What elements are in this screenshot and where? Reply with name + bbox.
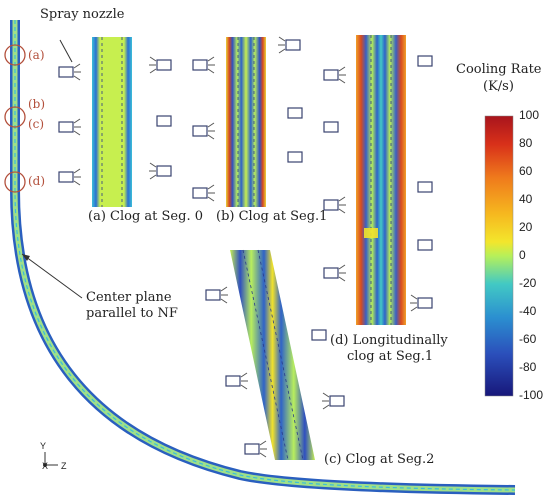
- colorbar-ramp: [484, 115, 514, 397]
- nozzle-icon: [58, 171, 74, 183]
- nozzle-icon: [285, 39, 301, 51]
- nozzle-icon: [287, 151, 303, 163]
- center-plane-label-line1: Center plane: [86, 290, 172, 305]
- colorbar-tick-label: 20: [519, 220, 533, 234]
- colorbar-title-line2: (K/s): [483, 79, 514, 94]
- panel-d-caption-line1: (d) Longitudinally: [330, 333, 448, 348]
- colorbar-tick-label: 100: [519, 108, 540, 122]
- nozzle-icon: [156, 59, 172, 71]
- panel-a-caption: (a) Clog at Seg. 0: [88, 209, 203, 224]
- nozzle-icon: [287, 107, 303, 119]
- spray-nozzle-label: Spray nozzle: [40, 7, 125, 22]
- nozzle-icon: [417, 239, 433, 251]
- nozzle-icon: [417, 55, 433, 67]
- panel-d-strip: [356, 35, 406, 325]
- axis-y-label: Y: [40, 441, 47, 451]
- spray-nozzles: [58, 39, 433, 455]
- strand-path: [10, 20, 516, 495]
- marker-c: (c): [28, 117, 45, 131]
- colorbar-tick-label: -60: [519, 332, 537, 346]
- axis-triad: [43, 452, 58, 467]
- marker-circle-a: [4, 44, 26, 66]
- nozzle-icon: [192, 125, 208, 137]
- panel-b-caption: (b) Clog at Seg.1: [216, 209, 328, 224]
- nozzle-icon: [58, 66, 74, 78]
- panel-d-caption-line2: clog at Seg.1: [347, 349, 434, 364]
- panel-c-caption: (c) Clog at Seg.2: [324, 452, 435, 467]
- nozzle-icon: [323, 69, 339, 81]
- marker-circle-d: [4, 171, 26, 193]
- axis-z-label: Z: [61, 461, 67, 471]
- marker-circle-c: [4, 106, 26, 128]
- panel-c-strip: [230, 250, 315, 460]
- colorbar-tick-label: 60: [519, 164, 533, 178]
- colorbar-tick-label: 40: [519, 192, 533, 206]
- nozzle-icon: [225, 375, 241, 387]
- nozzle-icon: [417, 297, 433, 309]
- nozzle-icon: [329, 395, 345, 407]
- marker-b: (b): [28, 97, 46, 111]
- center-plane-label-line2: parallel to NF: [86, 306, 178, 321]
- nozzle-icon: [156, 115, 172, 127]
- nozzle-icon: [323, 199, 339, 211]
- colorbar-tick-label: -100: [519, 388, 544, 402]
- nozzle-icon: [323, 121, 339, 133]
- colorbar-tick-label: 0: [519, 248, 526, 262]
- nozzle-icon: [323, 267, 339, 279]
- colorbar-tick-label: -20: [519, 276, 537, 290]
- nozzle-icon: [58, 121, 74, 133]
- center-plane-pointer: [21, 253, 83, 299]
- spray-nozzle-pointer: [59, 39, 73, 63]
- colorbar-tick-label: -80: [519, 360, 537, 374]
- panel-b-strip: [226, 37, 266, 207]
- colorbar-title-line1: Cooling Rate: [456, 62, 542, 77]
- nozzle-icon: [311, 329, 327, 341]
- colorbar-tick-label: 80: [519, 136, 533, 150]
- nozzle-icon: [192, 187, 208, 199]
- panel-a-strip: [92, 37, 132, 207]
- nozzle-icon: [417, 181, 433, 193]
- marker-d: (d): [28, 174, 46, 188]
- center-plane-arrowhead: [22, 254, 30, 261]
- nozzle-icon: [156, 165, 172, 177]
- axis-x-label: X: [42, 461, 49, 471]
- panel-d-clog-spot: [364, 228, 378, 238]
- marker-a: (a): [28, 48, 45, 62]
- spray-dashes: [73, 36, 418, 458]
- nozzle-icon: [244, 443, 260, 455]
- colorbar-tick-label: -40: [519, 304, 537, 318]
- nozzle-icon: [192, 59, 208, 71]
- nozzle-icon: [205, 289, 221, 301]
